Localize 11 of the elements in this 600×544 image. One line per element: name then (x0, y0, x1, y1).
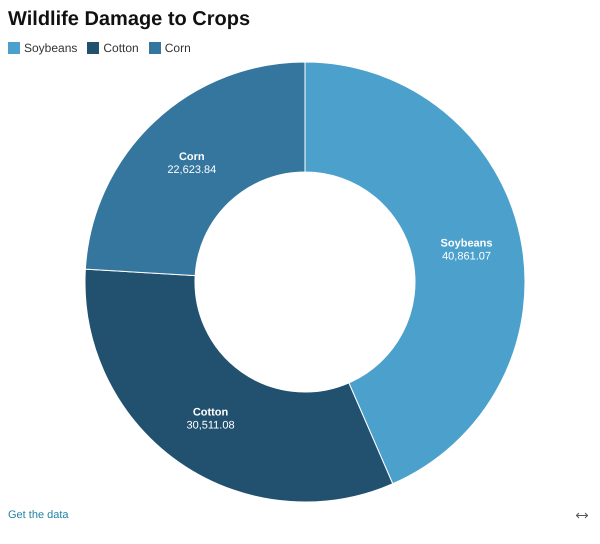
legend-label: Cotton (102, 41, 139, 55)
text: Get the data (8, 509, 69, 521)
data-label: 22,623.84 (167, 164, 216, 176)
slice-label: Cotton (192, 406, 229, 418)
chart-title: Wildlife Damage to Crops (8, 8, 252, 31)
legend-label: Corn (164, 41, 191, 55)
legend-label: Soybeans (23, 41, 78, 55)
data-label: 30,511.08 (186, 419, 235, 432)
data-label: 40,861.07 (442, 250, 492, 262)
slice-label: Soybeans (440, 237, 493, 250)
slice-label: Corn (178, 150, 205, 163)
